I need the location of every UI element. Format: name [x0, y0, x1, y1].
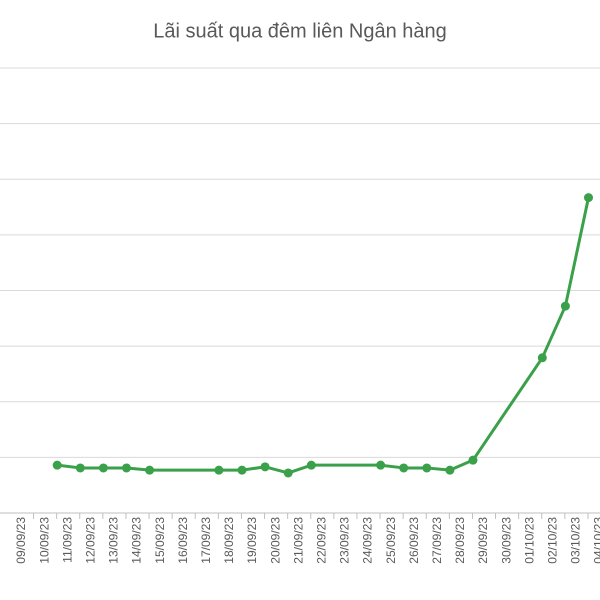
- x-tick-label: 18/09/23: [222, 517, 236, 564]
- data-point: [422, 463, 432, 473]
- data-point: [122, 463, 131, 473]
- data-point: [98, 463, 108, 473]
- x-tick-label: 01/10/23: [522, 517, 536, 564]
- x-tick-label: 16/09/23: [176, 517, 190, 564]
- data-point: [75, 463, 85, 473]
- x-tick-label: 12/09/23: [83, 517, 97, 564]
- data-point: [260, 462, 270, 472]
- x-tick-label: 28/09/23: [453, 517, 467, 564]
- x-tick-label: 11/09/23: [60, 517, 74, 563]
- x-tick-label: 21/09/23: [291, 517, 305, 564]
- x-tick-label: 20/09/23: [268, 517, 282, 564]
- series-line: [57, 197, 590, 475]
- x-tick-label: 24/09/23: [361, 517, 375, 564]
- data-point: [584, 193, 593, 203]
- data-point: [52, 460, 62, 470]
- data-point: [468, 455, 478, 465]
- data-point: [145, 465, 155, 475]
- x-tick-label: 30/09/23: [499, 517, 513, 564]
- x-tick-label: 22/09/23: [314, 517, 328, 564]
- data-point: [283, 468, 293, 478]
- x-tick-label: 14/09/23: [130, 517, 144, 564]
- x-tick-label: 10/09/23: [37, 517, 51, 564]
- data-point: [306, 460, 316, 470]
- data-point: [376, 460, 386, 470]
- x-tick-label: 25/09/23: [384, 517, 398, 564]
- x-tick-label: 19/09/23: [245, 517, 259, 564]
- x-tick-label: 03/10/23: [569, 517, 583, 564]
- data-point: [399, 463, 409, 473]
- data-point: [560, 301, 570, 311]
- x-tick-label: 26/09/23: [407, 517, 421, 564]
- x-tick-label: 23/09/23: [338, 517, 352, 564]
- chart-title: Lãi suất qua đêm liên Ngân hàng: [153, 20, 447, 42]
- data-point: [214, 465, 224, 475]
- x-tick-label: 13/09/23: [107, 517, 121, 564]
- x-tick-label: 27/09/23: [430, 517, 444, 564]
- x-tick-label: 15/09/23: [153, 517, 167, 564]
- x-tick-label: 04/10/23: [592, 517, 600, 564]
- x-tick-label: 29/09/23: [476, 517, 490, 564]
- data-point: [237, 465, 247, 475]
- data-point: [537, 353, 547, 363]
- x-tick-label: 09/09/23: [14, 517, 28, 564]
- x-tick-label: 02/10/23: [545, 517, 559, 564]
- x-tick-label: 17/09/23: [199, 517, 213, 564]
- data-point: [445, 465, 455, 475]
